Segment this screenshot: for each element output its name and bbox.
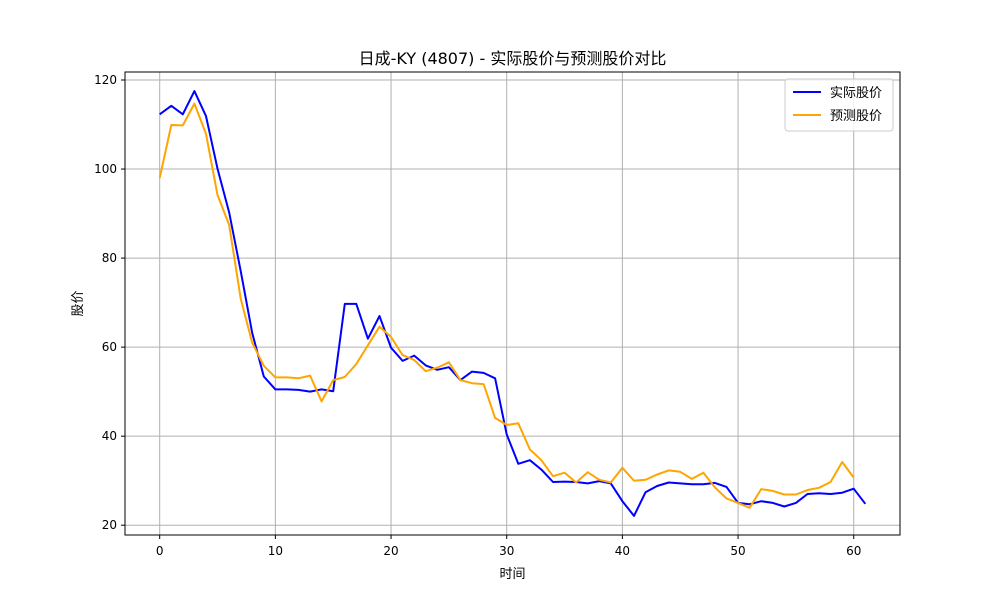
y-tick-label: 40 — [102, 429, 117, 443]
legend-label-actual: 实际股价 — [830, 86, 882, 101]
y-tick-label: 80 — [102, 251, 117, 265]
y-tick-label: 100 — [94, 162, 117, 176]
plot-frame — [124, 71, 901, 536]
series-line-actual — [159, 90, 867, 517]
legend: 实际股价 预测股价 — [784, 78, 894, 132]
plot-background — [125, 72, 900, 535]
x-tick-label: 10 — [268, 544, 283, 558]
x-axis-label: 时间 — [499, 567, 525, 582]
x-tick-label: 50 — [730, 544, 745, 558]
x-tick-label: 20 — [383, 544, 398, 558]
ticks: 0 10 20 30 40 50 60 20 40 60 80 100 120 — [94, 73, 861, 558]
series-line-predicted — [158, 102, 855, 509]
legend-label-predicted: 预测股价 — [830, 109, 882, 124]
x-tick-label: 30 — [499, 544, 514, 558]
y-tick-label: 60 — [102, 340, 117, 354]
x-tick-label: 0 — [156, 544, 164, 558]
y-axis-label: 股价 — [71, 290, 86, 316]
x-tick-label: 40 — [615, 544, 630, 558]
grid — [125, 72, 900, 535]
y-tick-label: 120 — [94, 73, 117, 87]
series-layer — [158, 90, 867, 517]
x-tick-label: 60 — [846, 544, 861, 558]
y-tick-label: 20 — [102, 518, 117, 532]
chart-title: 日成-KY (4807) - 实际股价与预测股价对比 — [359, 49, 667, 68]
